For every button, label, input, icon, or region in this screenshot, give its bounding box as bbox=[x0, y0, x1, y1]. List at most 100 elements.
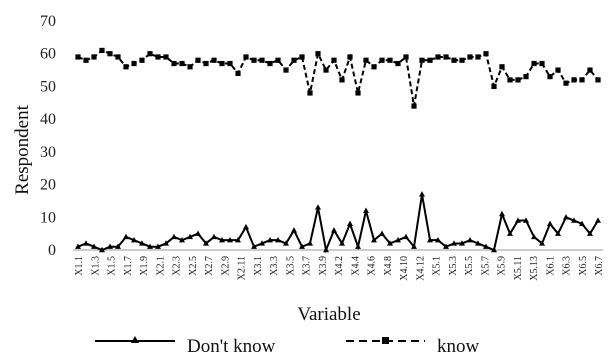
y-tick-label: 40 bbox=[40, 111, 56, 128]
data-point bbox=[595, 77, 601, 83]
x-tick-label: X1.5 bbox=[107, 256, 118, 276]
data-point bbox=[515, 77, 521, 83]
data-point bbox=[91, 54, 97, 60]
x-tick-label: X5.11 bbox=[513, 256, 524, 280]
data-point bbox=[427, 236, 433, 243]
data-point bbox=[419, 57, 425, 63]
x-tick-label: X6.5 bbox=[578, 256, 589, 276]
data-point bbox=[459, 57, 465, 63]
data-point bbox=[443, 243, 449, 249]
x-tick-label: X5.9 bbox=[497, 256, 508, 276]
y-axis-ticks: 0 10 20 30 40 50 60 70 bbox=[40, 13, 56, 259]
data-point bbox=[403, 54, 409, 60]
data-point bbox=[451, 57, 457, 63]
data-point bbox=[131, 236, 137, 243]
x-tick-label: X2.11 bbox=[237, 256, 248, 280]
data-point bbox=[363, 207, 369, 213]
x-tick-label: X4.10 bbox=[399, 256, 410, 281]
data-point bbox=[291, 227, 297, 233]
data-point bbox=[187, 233, 193, 240]
data-point bbox=[331, 227, 337, 233]
x-tick-label: X2.7 bbox=[204, 256, 215, 276]
data-point bbox=[435, 236, 441, 243]
x-tick-label: X6.3 bbox=[562, 256, 573, 276]
data-point bbox=[139, 57, 145, 63]
y-tick-label: 70 bbox=[40, 13, 56, 30]
data-point bbox=[587, 67, 593, 73]
x-tick-label: X1.3 bbox=[90, 256, 101, 276]
data-point bbox=[147, 51, 153, 57]
data-point bbox=[155, 54, 161, 60]
data-point bbox=[243, 223, 249, 230]
legend-item-dont-know: Don't know bbox=[95, 336, 276, 353]
data-point bbox=[571, 77, 577, 83]
x-tick-label: X5.3 bbox=[448, 256, 459, 276]
x-tick-label: X4.8 bbox=[383, 256, 394, 276]
data-point bbox=[211, 57, 217, 63]
data-point bbox=[339, 77, 345, 83]
data-point bbox=[427, 57, 433, 63]
data-point bbox=[555, 230, 561, 236]
data-point bbox=[227, 60, 233, 67]
data-point bbox=[523, 217, 529, 223]
data-point bbox=[355, 90, 361, 96]
data-point bbox=[531, 233, 537, 240]
data-point bbox=[467, 236, 473, 243]
data-point bbox=[387, 57, 393, 63]
data-point bbox=[507, 230, 513, 236]
data-point bbox=[579, 77, 585, 83]
data-point bbox=[483, 243, 489, 249]
y-tick-label: 0 bbox=[48, 242, 56, 259]
y-tick-label: 50 bbox=[40, 78, 56, 95]
data-point bbox=[531, 60, 537, 67]
x-axis-title: Variable bbox=[297, 304, 360, 325]
x-tick-label: X5.13 bbox=[529, 256, 540, 281]
data-point bbox=[195, 57, 201, 63]
data-point bbox=[347, 220, 353, 227]
data-point bbox=[283, 240, 289, 246]
data-point bbox=[491, 246, 497, 253]
data-point bbox=[579, 220, 585, 227]
data-point bbox=[203, 60, 209, 67]
data-point bbox=[339, 240, 345, 246]
data-point bbox=[131, 60, 137, 67]
data-point bbox=[275, 57, 281, 63]
x-tick-label: X4.4 bbox=[350, 256, 361, 276]
data-point bbox=[251, 57, 257, 63]
x-tick-label: X4.6 bbox=[367, 256, 378, 276]
data-point bbox=[499, 210, 505, 217]
data-point bbox=[179, 60, 185, 67]
data-point bbox=[299, 54, 305, 60]
data-point bbox=[219, 60, 225, 67]
data-point bbox=[115, 54, 121, 60]
data-point bbox=[467, 54, 473, 60]
data-point bbox=[379, 57, 385, 63]
data-point bbox=[107, 51, 113, 57]
data-point bbox=[387, 240, 393, 246]
data-point bbox=[595, 217, 601, 223]
data-point bbox=[171, 233, 177, 240]
data-point bbox=[459, 240, 465, 246]
legend-marker-know bbox=[382, 337, 389, 344]
data-point bbox=[195, 230, 201, 236]
data-point bbox=[163, 54, 169, 60]
data-point bbox=[123, 233, 129, 240]
y-tick-label: 30 bbox=[40, 144, 56, 161]
x-tick-label: X5.7 bbox=[480, 256, 491, 276]
data-point bbox=[563, 214, 569, 220]
x-tick-label: X1.9 bbox=[139, 256, 150, 276]
y-axis-title: Respondent bbox=[12, 104, 33, 194]
data-point bbox=[547, 74, 553, 80]
data-point bbox=[395, 236, 401, 243]
legend-item-know: know bbox=[346, 336, 480, 353]
data-point bbox=[355, 243, 361, 249]
data-point bbox=[91, 243, 97, 249]
x-tick-label: X3.1 bbox=[253, 256, 264, 276]
y-tick-label: 60 bbox=[40, 46, 56, 63]
x-tick-label: X1.1 bbox=[74, 256, 85, 276]
data-point bbox=[227, 236, 233, 243]
data-point bbox=[235, 236, 241, 243]
data-point bbox=[491, 83, 497, 90]
data-point bbox=[323, 67, 329, 73]
